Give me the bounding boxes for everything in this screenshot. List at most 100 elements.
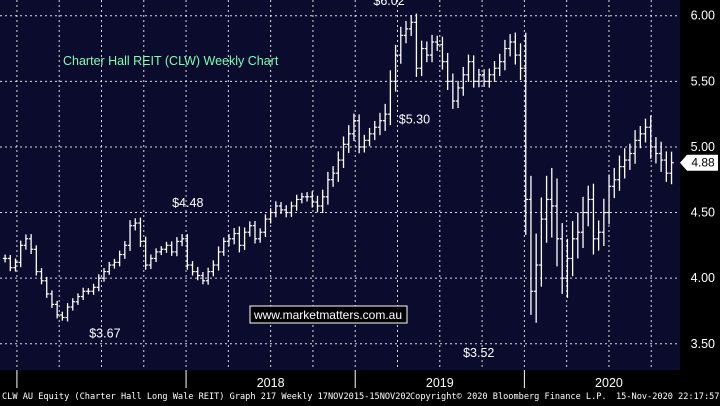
- price-bar: [393, 44, 398, 92]
- price-bar: [273, 201, 279, 218]
- price-bar: [200, 271, 206, 285]
- price-bar: [252, 220, 258, 244]
- price-bar: [148, 254, 154, 269]
- price-bar: [612, 167, 617, 199]
- price-bar: [528, 175, 534, 315]
- footer-timestamp: 15-Nov-2020 22:17:57: [616, 392, 720, 402]
- price-bar: [195, 266, 200, 281]
- price-bar: [617, 155, 622, 191]
- price-bar: [211, 260, 216, 277]
- price-bar: [153, 248, 159, 263]
- price-bar: [414, 13, 419, 77]
- price-bar: [258, 228, 263, 243]
- price-bar: [133, 218, 138, 231]
- price-bar: [502, 39, 508, 71]
- price-tick-label: 3.50: [691, 337, 715, 351]
- price-bar: [44, 276, 49, 298]
- price-bar: [185, 234, 190, 270]
- price-bar: [226, 234, 232, 247]
- last-price-label: 4.88: [691, 156, 715, 170]
- price-bar: [101, 268, 107, 282]
- price-bar: [294, 194, 299, 211]
- price-tick-label: 5.50: [691, 74, 715, 88]
- price-bar: [648, 115, 653, 159]
- price-bar: [268, 208, 273, 224]
- price-bar: [471, 55, 476, 88]
- price-bar: [606, 174, 612, 225]
- price-bar: [330, 166, 336, 187]
- price-bar: [231, 228, 237, 245]
- price-bar: [544, 175, 549, 243]
- price-bar: [622, 148, 627, 179]
- price-bar: [320, 189, 325, 214]
- price-bar: [513, 32, 518, 65]
- price-bar: [539, 197, 544, 287]
- price-bar: [565, 238, 570, 298]
- price-bar: [638, 125, 643, 149]
- price-bar: [403, 20, 409, 44]
- price-bar: [533, 233, 539, 323]
- price-bar: [122, 241, 128, 259]
- price-bar: [507, 34, 513, 57]
- price-bar: [325, 171, 331, 205]
- price-bar: [570, 221, 575, 277]
- price-bars: [2, 13, 674, 323]
- price-bar: [65, 303, 70, 322]
- price-bar: [164, 241, 169, 253]
- status-footer: CLW AU Equity (Charter Hall Long Wale RE…: [0, 391, 720, 406]
- price-bar: [13, 258, 18, 272]
- price-bar: [664, 151, 669, 182]
- price-bar: [107, 261, 112, 275]
- price-bar: [445, 53, 450, 91]
- price-annotation: $5.30: [399, 113, 430, 127]
- price-bar: [278, 202, 284, 214]
- price-bar: [336, 151, 341, 182]
- price-bar: [346, 125, 351, 153]
- price-bar: [174, 237, 180, 257]
- price-bar: [39, 268, 44, 285]
- price-bar: [112, 258, 117, 269]
- footer-security: CLW AU Equity (Charter Hall Long Wale RE…: [2, 392, 411, 402]
- grid-lines: [0, 0, 680, 370]
- price-bar: [466, 54, 471, 82]
- price-bar: [289, 201, 294, 217]
- price-bar: [91, 283, 96, 295]
- price-bar: [372, 120, 377, 141]
- price-bar: [28, 234, 34, 255]
- year-tick-label: 2018: [257, 376, 285, 390]
- price-annotation: $4.48: [172, 196, 203, 210]
- chart-title: Charter Hall REIT (CLW) Weekly Chart: [63, 54, 279, 68]
- price-bar: [143, 236, 148, 270]
- price-bar: [80, 287, 86, 301]
- price-bar: [481, 69, 487, 87]
- price-bar: [237, 226, 242, 253]
- price-bar: [8, 254, 13, 272]
- price-bar: [487, 68, 492, 88]
- price-bar: [424, 41, 430, 63]
- price-axis: [680, 0, 720, 370]
- price-bar: [221, 237, 226, 256]
- price-bar: [461, 66, 466, 96]
- watermark: www.marketmatters.com.au: [249, 305, 408, 324]
- price-bar: [409, 15, 414, 36]
- price-bar: [247, 221, 252, 237]
- price-bar: [49, 290, 55, 308]
- price-bar: [429, 34, 435, 63]
- price-bar: [341, 136, 346, 168]
- price-bar: [476, 68, 482, 88]
- price-bar: [497, 53, 502, 77]
- price-bar: [559, 223, 565, 294]
- price-bar: [60, 311, 65, 321]
- price-bar: [398, 26, 403, 64]
- price-bar: [419, 40, 424, 77]
- price-bar: [70, 298, 75, 311]
- price-bar: [34, 245, 39, 276]
- price-bar: [54, 300, 60, 319]
- price-bar: [263, 214, 268, 237]
- year-tick-label: 2020: [595, 376, 623, 390]
- time-axis: [0, 370, 720, 391]
- price-tick-label: 6.00: [691, 9, 715, 23]
- price-bar: [435, 35, 440, 51]
- price-bar: [627, 143, 633, 170]
- price-annotation: $3.67: [89, 326, 120, 340]
